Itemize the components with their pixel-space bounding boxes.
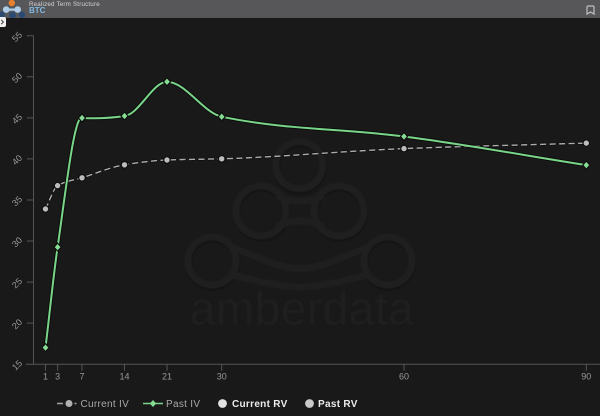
svg-text:1: 1 [43,372,48,382]
svg-text:Past RV: Past RV [318,399,358,410]
svg-text:60: 60 [399,372,409,382]
svg-text:7: 7 [79,372,84,382]
svg-text:45: 45 [10,112,24,126]
svg-text:25: 25 [10,276,24,290]
svg-text:Past IV: Past IV [166,399,200,410]
svg-text:Current IV: Current IV [81,399,130,410]
svg-text:3: 3 [55,372,60,382]
svg-text:50: 50 [10,71,24,85]
svg-text:55: 55 [10,30,24,44]
svg-text:15: 15 [10,358,24,372]
svg-text:40: 40 [10,153,24,167]
svg-text:90: 90 [581,372,591,382]
svg-text:21: 21 [162,372,172,382]
svg-text:30: 30 [217,372,227,382]
svg-text:35: 35 [10,194,24,208]
svg-text:30: 30 [10,235,24,249]
svg-text:amberdata: amberdata [190,283,414,335]
svg-text:Current RV: Current RV [232,399,288,410]
svg-text:20: 20 [10,317,24,331]
svg-text:14: 14 [119,372,129,382]
